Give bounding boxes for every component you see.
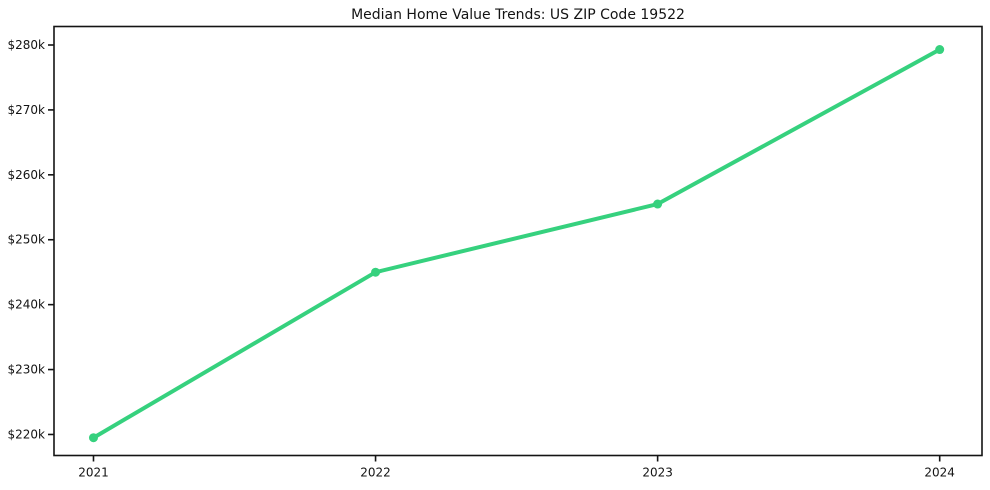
y-tick-label: $240k <box>8 298 46 312</box>
y-tick-label: $280k <box>8 38 46 52</box>
x-tick-label: 2021 <box>78 466 109 480</box>
trend-line <box>91 47 942 440</box>
x-tick-label: 2022 <box>360 466 391 480</box>
data-point <box>935 45 945 55</box>
data-point <box>371 267 381 277</box>
chart-title: Median Home Value Trends: US ZIP Code 19… <box>351 7 685 23</box>
y-tick-label: $230k <box>8 363 46 377</box>
y-tick-label: $260k <box>8 168 46 182</box>
x-tick-label: 2023 <box>642 466 673 480</box>
y-axis: $220k $230k $240k $250k $260k $270k $280k <box>8 38 54 441</box>
y-tick-label: $220k <box>8 427 46 441</box>
x-tick-label: 2024 <box>924 466 955 480</box>
data-point <box>653 199 663 209</box>
y-tick-label: $270k <box>8 103 46 117</box>
x-axis: 2021 2022 2023 2024 <box>78 455 955 480</box>
y-tick-label: $250k <box>8 233 46 247</box>
data-point <box>88 433 98 443</box>
data-series <box>88 45 945 443</box>
plot-border <box>53 25 983 457</box>
